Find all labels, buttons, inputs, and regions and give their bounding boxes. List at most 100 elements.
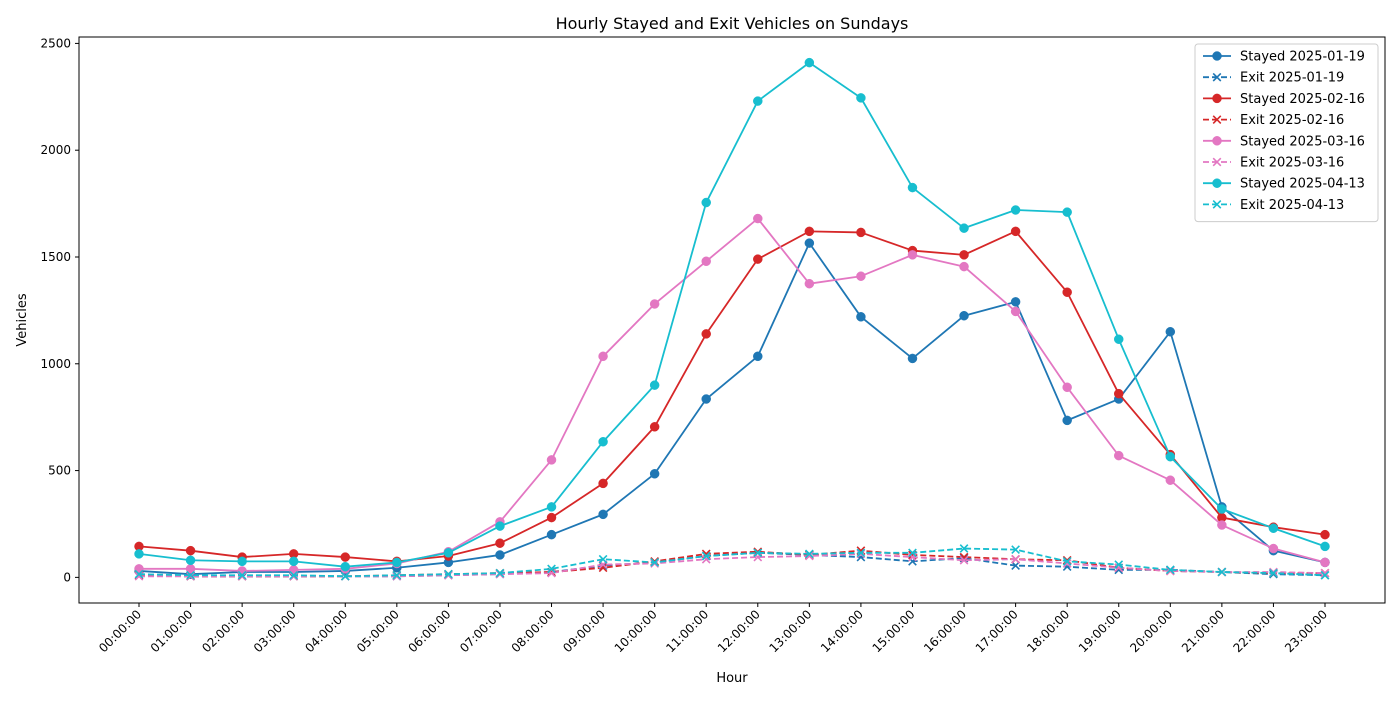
data-point — [1165, 326, 1176, 337]
data-point — [1217, 567, 1227, 577]
data-point — [907, 182, 918, 193]
data-point — [495, 521, 505, 531]
data-point — [598, 436, 608, 447]
x-tick-label: 11:00:00 — [663, 607, 711, 655]
x-tick-label: 22:00:00 — [1231, 607, 1279, 655]
data-point — [546, 529, 557, 540]
x-tick-label: 08:00:00 — [509, 607, 557, 655]
x-tick-label: 02:00:00 — [199, 607, 247, 655]
data-point — [1320, 570, 1330, 580]
chart-title: Hourly Stayed and Exit Vehicles on Sunda… — [556, 14, 909, 33]
data-point — [959, 310, 969, 321]
data-point — [959, 261, 969, 272]
series-line — [138, 549, 1325, 578]
series-0 — [134, 238, 1330, 579]
series-7 — [134, 544, 1330, 581]
x-tick-label: 09:00:00 — [560, 607, 608, 655]
data-point — [443, 548, 454, 558]
data-point — [959, 555, 969, 565]
x-tick-label: 07:00:00 — [457, 607, 505, 655]
data-point — [1268, 523, 1279, 533]
data-point — [753, 254, 763, 264]
data-point — [185, 545, 196, 556]
legend-label: Stayed 2025-04-13 — [1240, 177, 1365, 192]
data-point — [1113, 450, 1124, 461]
data-point — [1217, 520, 1227, 530]
data-point — [856, 93, 866, 103]
y-tick-label: 2000 — [40, 143, 71, 157]
data-point — [1010, 306, 1021, 317]
data-point — [650, 558, 660, 567]
plot-area-frame — [78, 36, 1386, 604]
data-point — [1320, 529, 1330, 540]
data-point — [1165, 451, 1176, 462]
legend-swatch-marker — [1212, 157, 1222, 167]
legend-swatch-marker — [1212, 93, 1222, 104]
legend-swatch-marker — [1212, 178, 1222, 188]
data-point — [959, 223, 969, 233]
data-point — [1114, 560, 1124, 569]
x-tick-label: 00:00:00 — [96, 607, 144, 655]
y-axis-ticks: 0 500 1000 1500 2000 2500 — [40, 36, 79, 584]
legend: Stayed 2025-01-19 Exit 2025-01-19 Stayed 2… — [1194, 43, 1379, 223]
data-point — [856, 271, 866, 281]
data-point — [804, 238, 815, 248]
data-point — [185, 555, 196, 566]
x-axis-ticks: 00:00:00 01:00:00 02:00:00 03:00:00 04:00:00… — [96, 603, 1330, 655]
y-tick-label: 1500 — [40, 250, 71, 264]
data-point — [1010, 297, 1021, 307]
legend-swatch-marker — [1212, 115, 1222, 124]
series-line — [138, 547, 1326, 578]
data-point — [237, 556, 247, 567]
data-point — [701, 197, 711, 208]
x-tick-label: 19:00:00 — [1076, 607, 1124, 655]
x-tick-label: 03:00:00 — [251, 607, 299, 655]
data-point — [1011, 545, 1020, 554]
x-tick-label: 06:00:00 — [405, 607, 453, 655]
data-point — [1269, 568, 1278, 578]
data-point — [701, 551, 711, 561]
data-point — [1062, 382, 1072, 393]
data-point — [340, 561, 351, 572]
data-point — [340, 552, 351, 562]
data-point — [598, 554, 608, 564]
x-tick-label: 01:00:00 — [148, 607, 196, 655]
x-tick-label: 18:00:00 — [1024, 607, 1072, 655]
data-point — [649, 422, 660, 432]
legend-swatch-marker — [1212, 51, 1222, 61]
x-tick-label: 23:00:00 — [1282, 607, 1330, 655]
x-tick-label: 20:00:00 — [1127, 607, 1175, 655]
data-point — [701, 256, 711, 267]
data-point — [392, 557, 402, 568]
legend-swatch-marker — [1212, 136, 1222, 146]
y-tick-label: 2500 — [40, 36, 71, 50]
legend-label: Exit 2025-04-13 — [1240, 198, 1344, 213]
series-line — [138, 61, 1326, 568]
series-line — [138, 242, 1326, 576]
data-point — [546, 502, 557, 512]
x-tick-label: 05:00:00 — [354, 607, 402, 655]
data-point — [804, 278, 815, 289]
legend-label: Stayed 2025-02-16 — [1240, 92, 1365, 107]
data-point — [1113, 334, 1124, 344]
y-tick-label: 500 — [48, 464, 71, 478]
data-point — [856, 548, 866, 558]
data-point — [1320, 557, 1330, 568]
data-point — [1217, 504, 1227, 514]
legend-label: Exit 2025-03-16 — [1240, 156, 1344, 171]
data-point — [907, 250, 918, 260]
data-point — [186, 570, 195, 580]
legend-label: Stayed 2025-03-16 — [1240, 134, 1365, 149]
x-axis-label: Hour — [716, 671, 748, 686]
series-4 — [134, 213, 1330, 576]
data-point — [1268, 543, 1279, 554]
data-point — [753, 351, 763, 362]
data-point — [804, 57, 815, 68]
data-point — [598, 509, 608, 520]
data-point — [598, 478, 608, 489]
x-tick-label: 14:00:00 — [818, 607, 866, 655]
data-point — [289, 570, 299, 580]
x-tick-label: 13:00:00 — [766, 607, 814, 655]
data-point — [649, 469, 660, 479]
y-tick-label: 1000 — [40, 357, 71, 371]
